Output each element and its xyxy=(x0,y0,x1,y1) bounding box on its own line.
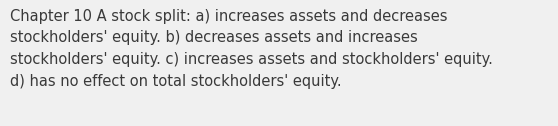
Text: Chapter 10 A stock split: a) increases assets and decreases
stockholders' equity: Chapter 10 A stock split: a) increases a… xyxy=(10,9,493,89)
